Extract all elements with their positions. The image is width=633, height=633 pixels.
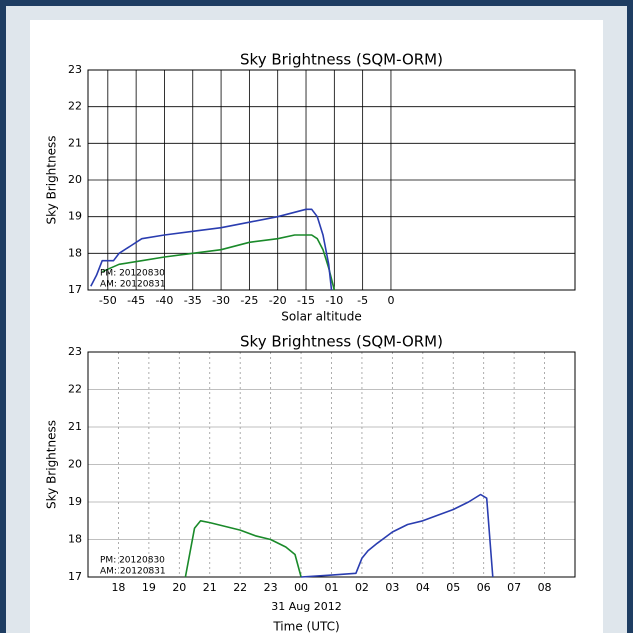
y-tick-label: 19 xyxy=(68,495,82,508)
chart-title: Sky Brightness (SQM-ORM) xyxy=(240,333,443,351)
x-tick-label: -10 xyxy=(325,294,343,307)
x-tick-label: 07 xyxy=(507,581,521,594)
x-tick-label: -50 xyxy=(99,294,117,307)
x-axis-label: Solar altitude xyxy=(281,310,361,324)
x-tick-label: 00 xyxy=(294,581,308,594)
x-axis-label: Time (UTC) xyxy=(272,620,339,633)
x-tick-label: -40 xyxy=(155,294,173,307)
y-tick-label: 20 xyxy=(68,458,82,471)
data-line xyxy=(184,520,302,578)
legend-entry: AM: 20120831 xyxy=(100,280,166,290)
x-tick-label: 20 xyxy=(172,581,186,594)
x-tick-label: -45 xyxy=(127,294,145,307)
y-tick-label: 22 xyxy=(68,100,82,113)
x-tick-label: 19 xyxy=(142,581,156,594)
x-tick-label: 22 xyxy=(233,581,247,594)
chart-title: Sky Brightness (SQM-ORM) xyxy=(240,51,443,69)
x-tick-label: 21 xyxy=(203,581,217,594)
x-tick-label: -15 xyxy=(297,294,315,307)
x-tick-label: 03 xyxy=(385,581,399,594)
legend-entry: AM: 20120831 xyxy=(100,567,166,577)
y-tick-label: 18 xyxy=(68,533,82,546)
plot-frame xyxy=(87,351,576,578)
y-axis-label: Sky Brightness xyxy=(45,136,59,225)
y-tick-label: 17 xyxy=(68,570,82,583)
y-tick-label: 21 xyxy=(68,136,82,149)
y-tick-label: 23 xyxy=(68,345,82,358)
x-tick-label: 01 xyxy=(325,581,339,594)
x-tick-label: 06 xyxy=(477,581,491,594)
x-tick-label: 08 xyxy=(538,581,552,594)
x-tick-label: 05 xyxy=(446,581,460,594)
x-tick-label: -30 xyxy=(212,294,230,307)
x-tick-label: -25 xyxy=(240,294,258,307)
y-tick-label: 18 xyxy=(68,246,82,259)
x-tick-label: -20 xyxy=(269,294,287,307)
data-line xyxy=(301,493,494,578)
x-tick-label: -5 xyxy=(357,294,368,307)
x-axis-date: 31 Aug 2012 xyxy=(271,600,341,613)
y-tick-label: 22 xyxy=(68,383,82,396)
legend-entry: PM: 20120830 xyxy=(100,556,165,566)
x-tick-label: -35 xyxy=(184,294,202,307)
data-line xyxy=(90,208,333,291)
chart-sheet xyxy=(30,20,603,633)
y-tick-label: 20 xyxy=(68,173,82,186)
y-tick-label: 21 xyxy=(68,420,82,433)
x-tick-label: 04 xyxy=(416,581,430,594)
y-axis-label: Sky Brightness xyxy=(45,420,59,509)
x-tick-label: 18 xyxy=(111,581,125,594)
legend-entry: PM: 20120830 xyxy=(100,269,165,279)
y-tick-label: 17 xyxy=(68,283,82,296)
x-tick-label: 0 xyxy=(387,294,394,307)
data-line xyxy=(101,234,336,291)
y-tick-label: 19 xyxy=(68,210,82,223)
x-tick-label: 02 xyxy=(355,581,369,594)
y-tick-label: 23 xyxy=(68,63,82,76)
x-tick-label: 23 xyxy=(264,581,278,594)
